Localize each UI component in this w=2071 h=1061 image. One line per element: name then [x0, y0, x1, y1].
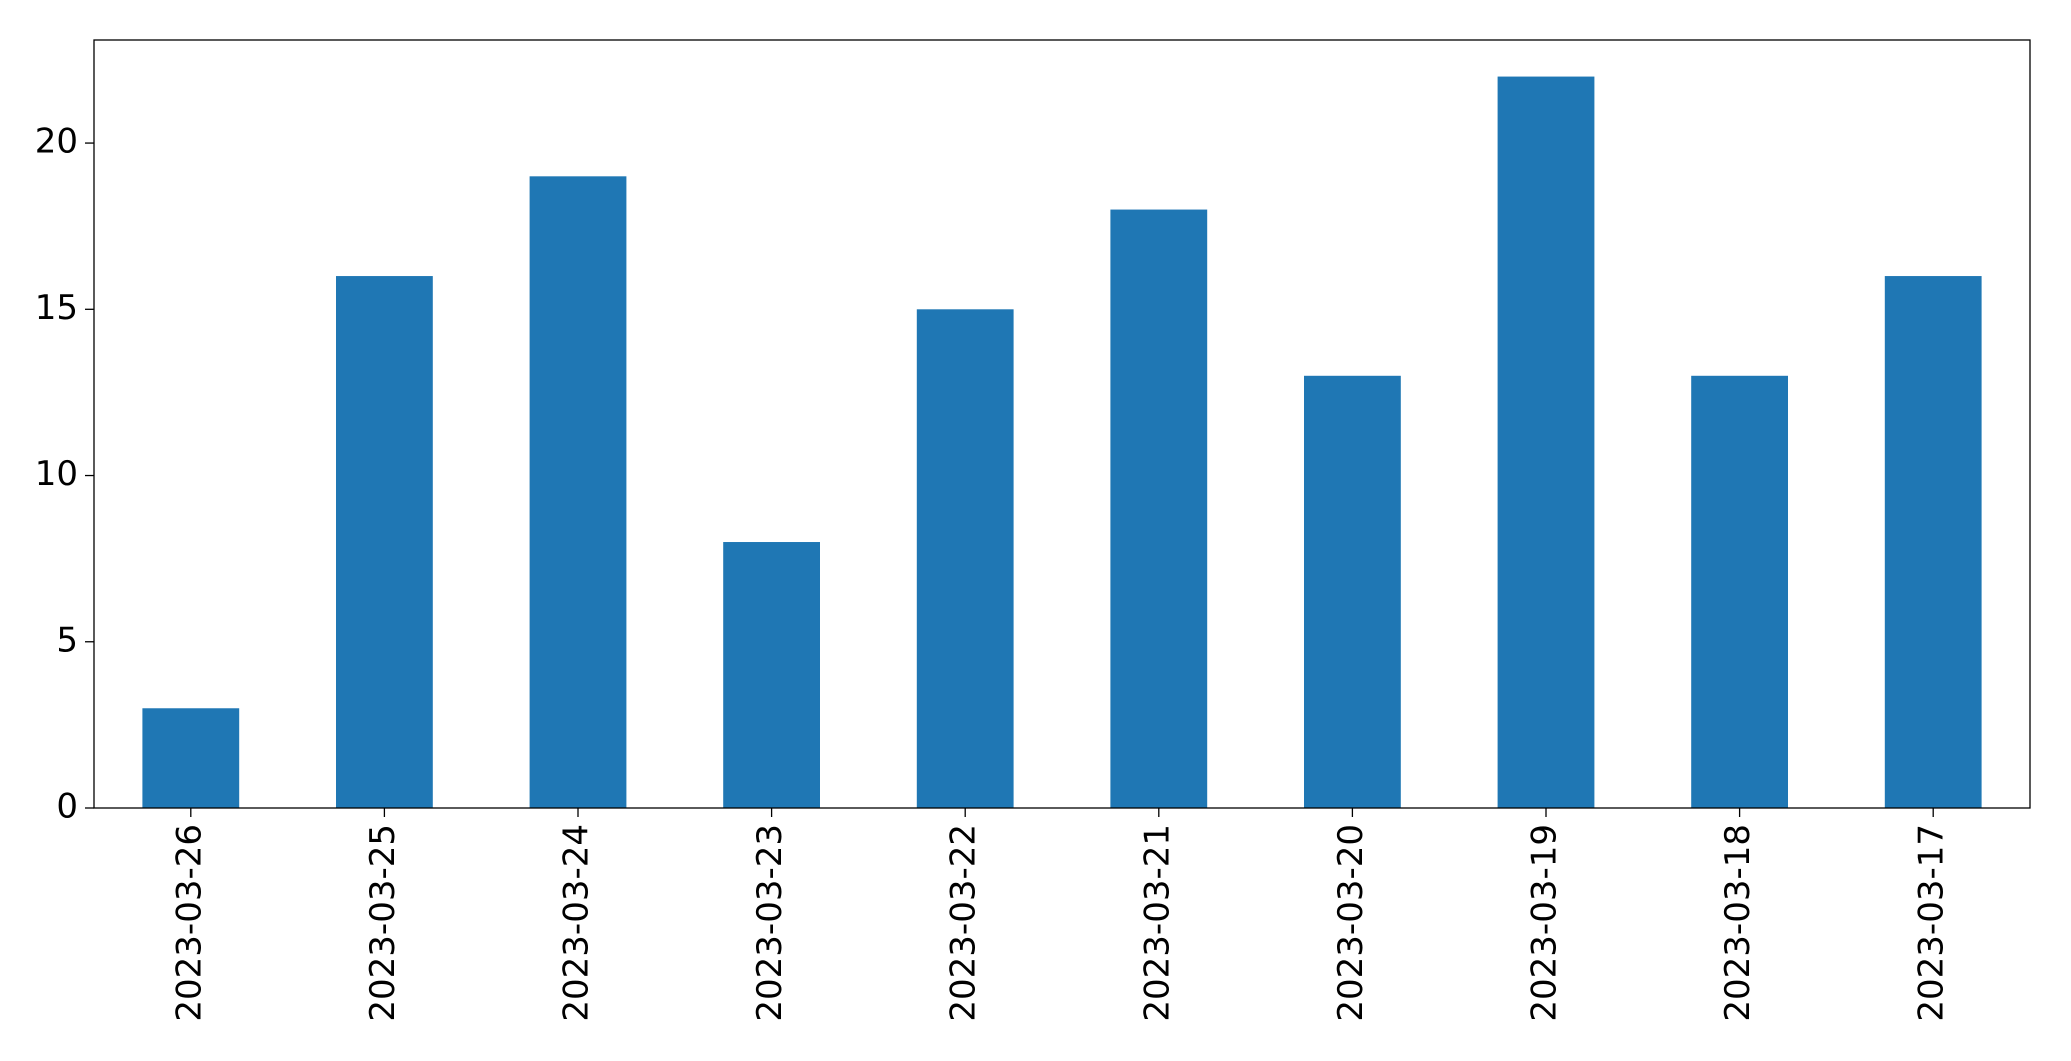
bar: [1884, 276, 1982, 808]
bar: [1304, 375, 1401, 808]
y-tick-label: 15: [35, 288, 78, 328]
x-tick-label: 2023-03-23: [750, 824, 790, 1022]
x-tick-label: 2023-03-20: [1331, 824, 1371, 1022]
x-tick-label: 2023-03-22: [944, 824, 984, 1022]
bar: [1110, 209, 1208, 808]
bar: [529, 176, 627, 808]
bar: [723, 542, 820, 808]
x-tick-label: 2023-03-19: [1525, 824, 1565, 1022]
y-tick-label: 5: [56, 620, 78, 660]
bar: [1691, 375, 1788, 808]
x-tick-label: 2023-03-24: [557, 824, 597, 1022]
x-tick-label: 2023-03-18: [1718, 824, 1758, 1022]
x-tick-label: 2023-03-17: [1912, 824, 1952, 1022]
plot-frame: [93, 39, 2031, 809]
y-tick-label: 20: [35, 122, 78, 162]
x-tick-label: 2023-03-26: [169, 824, 209, 1022]
y-tick-label: 0: [56, 787, 78, 827]
bar: [916, 309, 1014, 808]
x-tick-label: 2023-03-21: [1137, 824, 1177, 1022]
bar: [1497, 76, 1595, 809]
y-tick-label: 10: [35, 454, 78, 494]
x-tick-label: 2023-03-25: [363, 824, 403, 1022]
bar: [142, 708, 240, 808]
bar: [336, 276, 433, 808]
